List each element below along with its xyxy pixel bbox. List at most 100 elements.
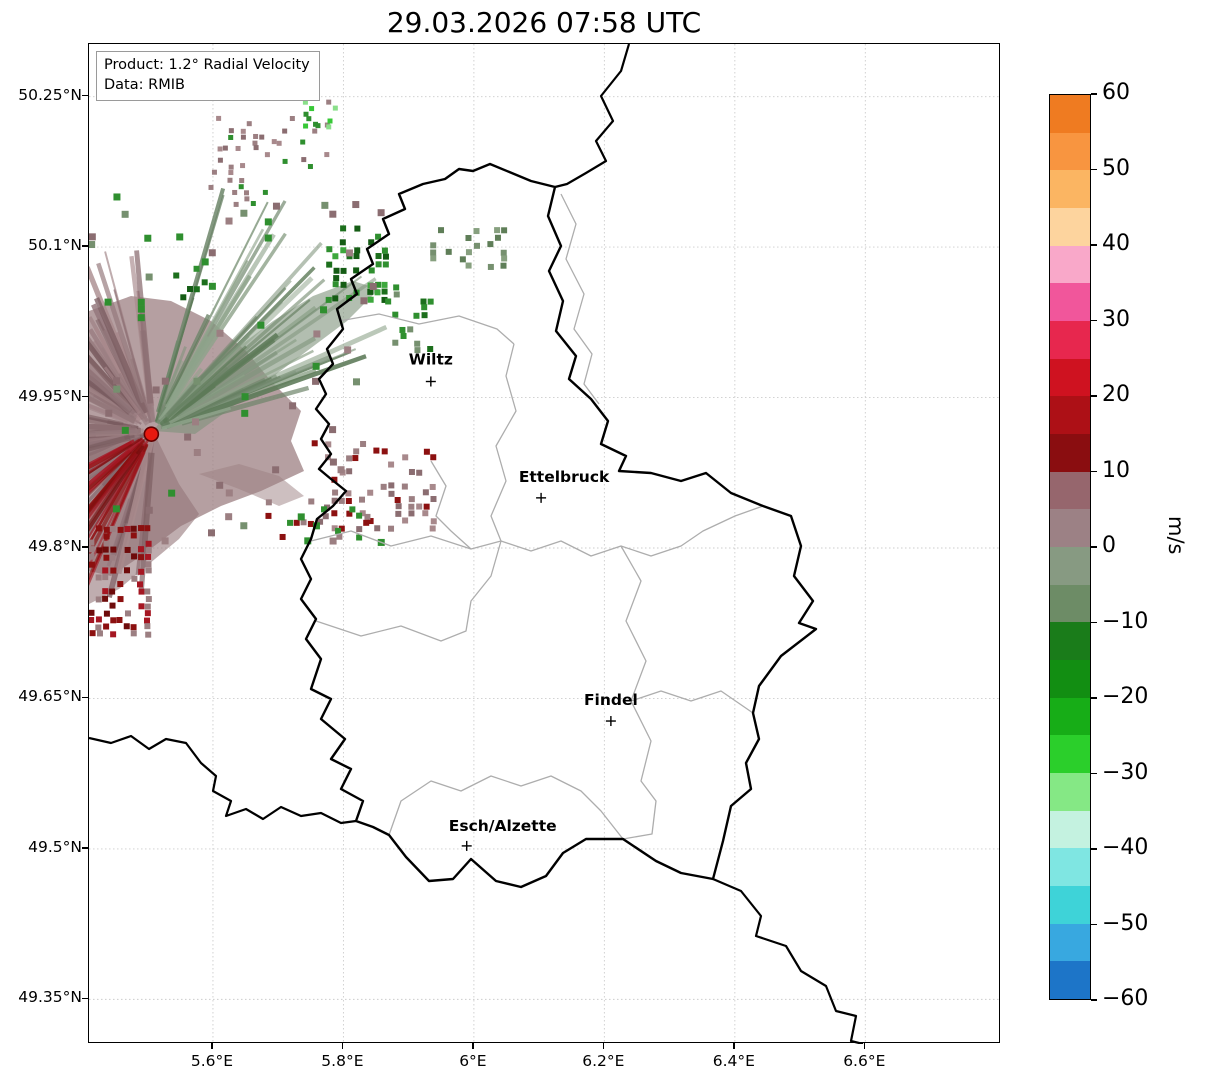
- radar-echo-pixel: [232, 189, 238, 195]
- radar-echo-pixel: [340, 247, 347, 254]
- radar-echo-pixel: [303, 123, 309, 129]
- district-border: [620, 545, 657, 840]
- radar-echo-pixel: [374, 525, 381, 532]
- radar-echo-pixel: [235, 145, 241, 151]
- district-border: [430, 460, 472, 550]
- radar-echo-pixel: [244, 190, 250, 196]
- radar-echo-pixel: [192, 418, 200, 426]
- colorbar-tick-label: 20: [1102, 382, 1130, 407]
- radar-echo-pixel: [144, 610, 151, 617]
- radar-echo-ray: [89, 434, 131, 452]
- radar-echo-pixel: [392, 339, 399, 346]
- colorbar-band: [1050, 547, 1090, 585]
- y-tick-label: 49.95°N: [18, 386, 82, 405]
- radar-echo-pixel: [311, 440, 318, 447]
- radar-echo-pixel: [145, 561, 152, 568]
- radar-echo-pixel: [176, 233, 184, 241]
- radar-echo-pixel: [359, 510, 366, 517]
- radar-echo-pixel: [494, 234, 501, 241]
- radar-echo-pixel: [346, 510, 353, 517]
- radar-echo-pixel: [117, 596, 124, 603]
- colorbar-tick-mark: [1091, 395, 1097, 397]
- radar-echo-pixel: [103, 540, 110, 547]
- y-tick-mark: [82, 847, 88, 849]
- colorbar-band: [1050, 810, 1090, 849]
- radar-echo-pixel: [184, 433, 192, 441]
- colorbar-tick-label: 40: [1102, 231, 1130, 256]
- country-border: [89, 734, 357, 825]
- radar-echo-pixel: [193, 377, 201, 385]
- y-tick-mark: [82, 94, 88, 97]
- radar-echo-pixel: [144, 525, 151, 532]
- radar-echo-pixel: [145, 547, 152, 554]
- radar-echo-pixel: [422, 510, 429, 517]
- radar-echo-pixel: [340, 267, 347, 274]
- radar-echo-pixel: [240, 209, 248, 217]
- radar-echo-ray: [158, 232, 287, 422]
- radar-echo-pixel: [216, 115, 222, 121]
- colorbar: [1049, 94, 1091, 1000]
- radar-echo-pixel: [138, 603, 145, 610]
- colorbar-tick-label: 50: [1102, 155, 1130, 181]
- radar-echo-ray: [118, 372, 149, 423]
- colorbar-tick-mark: [1091, 697, 1097, 699]
- radar-echo-pixel: [102, 546, 109, 553]
- radar-echo-pixel: [373, 447, 380, 454]
- radar-echo-pixel: [145, 553, 152, 560]
- radar-echo-pixel: [257, 321, 265, 329]
- radar-echo-pixel: [145, 540, 152, 547]
- radar-echo-ray: [89, 436, 148, 496]
- radar-echo-pixel: [89, 553, 95, 560]
- radar-echo-pixel: [353, 378, 361, 386]
- radar-echo-pixel: [300, 519, 307, 526]
- radar-echo-ray: [161, 346, 187, 406]
- colorbar-band: [1050, 321, 1090, 359]
- radar-echo-pixel: [265, 499, 272, 506]
- radar-echo-ray: [134, 250, 154, 404]
- radar-echo-pixel: [303, 111, 309, 117]
- radar-echo-ray: [89, 452, 142, 546]
- radar-echo-pixel: [354, 225, 361, 232]
- radar-echo-ray: [89, 437, 145, 487]
- radar-echo-pixel: [338, 497, 345, 504]
- colorbar-band: [1050, 245, 1090, 284]
- radar-echo-pixel: [336, 533, 343, 540]
- radar-echo-ray: [166, 336, 317, 425]
- radar-echo-pixel: [272, 202, 280, 210]
- radar-echo-pixel: [345, 497, 352, 504]
- radar-echo-pixel: [123, 567, 130, 574]
- radar-echo-pixel: [95, 574, 102, 581]
- radar-echo-pixel: [345, 490, 352, 497]
- radar-echo-pixel: [367, 296, 374, 303]
- radar-echo-pixel: [304, 537, 312, 545]
- radar-echo-pixel: [222, 145, 228, 151]
- y-tick-label: 49.8°N: [28, 537, 82, 555]
- radar-echo-pixel: [307, 164, 313, 170]
- radar-echo-ray: [159, 345, 247, 426]
- radar-echo-pixel: [138, 525, 145, 532]
- district-border: [315, 540, 502, 642]
- radar-echo-pixel: [395, 503, 402, 510]
- radar-echo-ray: [165, 260, 249, 408]
- colorbar-tick-mark: [1091, 546, 1097, 548]
- colorbar-tick-mark: [1091, 923, 1097, 926]
- radar-echo-pixel: [208, 529, 216, 537]
- radar-echo-pixel: [110, 631, 117, 638]
- radar-echo-pixel: [322, 513, 329, 520]
- colorbar-band: [1050, 622, 1090, 661]
- radar-echo-pixel: [430, 496, 437, 503]
- radar-echo-pixel: [137, 581, 144, 588]
- radar-echo-pixel: [430, 255, 437, 262]
- city-label: Findel: [584, 691, 638, 709]
- radar-echo-ray: [89, 437, 143, 475]
- radar-echo-pixel: [423, 448, 430, 455]
- radar-echo-pixel: [95, 525, 102, 532]
- radar-echo-pixel: [131, 553, 138, 560]
- luxembourg-border: [299, 162, 818, 889]
- product-label: Product: 1.2° Radial Velocity: [104, 57, 310, 73]
- colorbar-tick-mark: [1091, 319, 1097, 322]
- radar-echo-pixel: [407, 326, 414, 333]
- radar-echo-pixel: [380, 483, 387, 490]
- radar-echo-pixel: [306, 116, 312, 122]
- radar-echo-ray: [165, 354, 367, 429]
